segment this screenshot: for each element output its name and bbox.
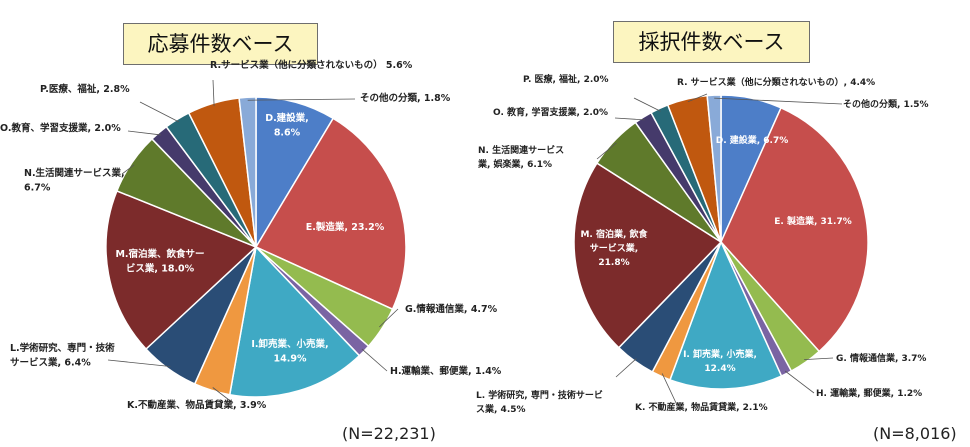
leader-line-1-3 [784, 370, 815, 394]
slice-label-1-7: M. 宿泊業, 飲食 [580, 228, 648, 240]
slice-label-0-10: P.医療、福祉, 2.8% [40, 83, 130, 95]
leader-line-1-6 [615, 358, 637, 378]
slice-label-0-6: サービス業, 6.4% [10, 357, 91, 369]
leader-line-0-3 [361, 348, 388, 372]
leader-line-0-6 [107, 359, 171, 367]
slice-label-1-7: 21.8% [598, 258, 629, 268]
slice-label-1-8: N. 生活関連サービス [478, 144, 564, 156]
slice-label-0-2: G.情報通信業, 4.7% [405, 303, 498, 315]
slice-label-1-5: K. 不動産業, 物品賃貸業, 2.1% [635, 401, 768, 413]
slice-label-1-6: ス業, 4.5% [476, 403, 526, 415]
slice-label-1-12: その他の分類, 1.5% [843, 98, 929, 110]
leader-line-1-11 [687, 93, 708, 103]
leader-line-0-2 [379, 308, 399, 328]
leader-line-0-12 [247, 98, 356, 101]
slice-label-0-8: N.生活関連サービス業, [24, 167, 125, 179]
slice-label-0-5: K.不動産業、物品賃貸業, 3.9% [127, 399, 267, 411]
pie-slice-1-1 [720, 106, 869, 353]
leader-line-0-8 [121, 164, 135, 175]
leader-line-0-9 [127, 130, 161, 136]
slice-label-0-0: 8.6% [274, 128, 301, 139]
leader-line-1-8 [596, 142, 617, 160]
slice-label-0-1: E.製造業, 23.2% [306, 221, 385, 233]
slice-label-1-8: 業, 娯楽業, 6.1% [477, 158, 552, 170]
slice-label-1-1: E. 製造業, 31.7% [774, 215, 851, 227]
pie-slice-0-7 [105, 189, 258, 351]
pie-slice-0-1 [254, 117, 407, 311]
slice-label-1-0: D. 建設業, 6.7% [716, 134, 789, 146]
slice-label-0-8: 6.7% [24, 183, 51, 194]
slice-label-1-9: O. 教育, 学習支援業, 2.0% [493, 106, 608, 118]
pie-slice-1-12 [706, 94, 722, 243]
right-chart-title: 採択件数ベース [613, 21, 810, 63]
slice-label-0-6: L.学術研究、専門・技術 [10, 342, 115, 354]
slice-label-0-7: M.宿泊業、飲食サー [115, 248, 204, 260]
leader-line-0-10 [139, 101, 179, 123]
left-chart-title: 応募件数ベース [123, 23, 318, 65]
left-sample-count: (N=22,231) [342, 424, 436, 443]
slice-label-1-3: H. 運輸業, 郵便業, 1.2% [816, 387, 922, 399]
slice-label-0-3: H.運輸業、郵便業, 1.4% [390, 365, 502, 377]
pie-slice-1-4 [668, 240, 783, 390]
pie-slice-0-4 [228, 245, 361, 398]
slice-label-1-7: サービス業, [590, 242, 638, 254]
slice-label-0-12: その他の分類, 1.8% [360, 92, 451, 104]
slice-label-1-4: 12.4% [704, 364, 735, 374]
leader-line-1-9 [614, 117, 645, 121]
slice-label-1-4: I. 卸売業, 小売業, [683, 348, 757, 360]
pie-slice-1-7 [573, 162, 723, 349]
slice-label-1-6: L. 学術研究, 専門・技術サービ [476, 389, 603, 401]
leader-line-0-11 [212, 79, 215, 107]
slice-label-0-0: D.建設業, [265, 112, 309, 124]
leader-line-1-5 [661, 373, 678, 406]
slice-label-0-9: O.教育、学習支援業, 2.0% [0, 122, 121, 134]
slice-label-0-4: I.卸売業、小売業, [251, 338, 328, 350]
slice-label-0-4: 14.9% [274, 354, 307, 365]
slice-label-0-7: ビス業, 18.0% [126, 263, 195, 275]
leader-line-1-10 [633, 97, 661, 112]
slice-label-1-10: P. 医療, 福祉, 2.0% [523, 73, 609, 85]
leader-line-1-2 [804, 357, 834, 361]
slice-label-1-11: R. サービス業（他に分類されないもの）, 4.4% [677, 76, 875, 88]
right-sample-count: (N=8,016) [873, 424, 957, 443]
slice-label-1-2: G. 情報通信業, 3.7% [836, 352, 926, 364]
leader-line-0-5 [212, 387, 234, 404]
pie-slice-0-12 [238, 96, 257, 248]
slice-label-0-11: R.サービス業（他に分類されないもの） 5.6% [210, 59, 413, 71]
leader-line-1-12 [714, 97, 843, 105]
